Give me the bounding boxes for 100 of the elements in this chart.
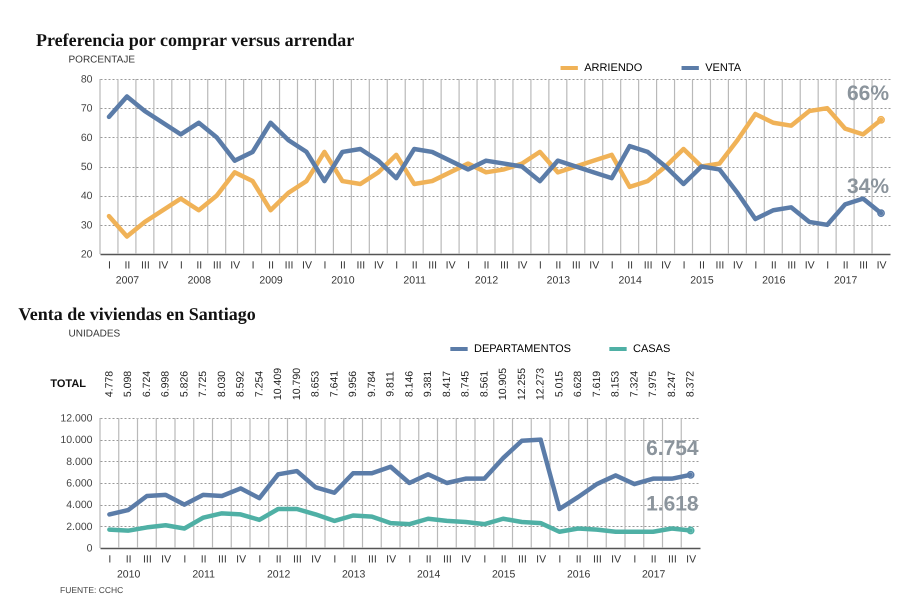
legend-label: CASAS	[633, 343, 670, 355]
x-tick-label: III	[212, 260, 222, 272]
y-tick-label: 4.000	[66, 499, 93, 512]
x-tick-label: I	[633, 554, 636, 566]
x-tick-label: I	[252, 260, 255, 272]
text: 6.998	[160, 370, 172, 398]
text: 7.254	[253, 370, 266, 398]
text: 8.561	[478, 370, 490, 398]
y-axis-title: UNIDADES	[68, 328, 121, 340]
text: 10.905	[497, 368, 510, 400]
x-tick-label: II 2014	[416, 554, 440, 580]
x-tick-label: I	[610, 260, 614, 272]
text: 7.641	[328, 370, 340, 398]
x-tick-label: IV	[158, 260, 168, 272]
x-tick-label: III	[716, 260, 724, 272]
x-tick-label: II 2010	[331, 260, 355, 286]
text: TOTAL	[50, 378, 86, 390]
x-tick-label: III	[500, 260, 509, 272]
x-tick-label: IV	[876, 260, 886, 272]
x-tick-label: III	[442, 554, 452, 566]
text: 5.826	[178, 370, 190, 398]
x-tick-label: I	[323, 260, 326, 272]
chart-title: Venta de viviendas en Santiago	[18, 304, 256, 324]
text: 12.273	[534, 368, 547, 400]
x-tick-label: I	[183, 554, 186, 566]
x-tick-label: II 2011	[403, 260, 426, 286]
text: 8.653	[310, 370, 322, 398]
x-tick-label: I	[180, 260, 183, 272]
x-tick-label: III	[644, 260, 652, 272]
x-tick-label: I	[408, 554, 412, 566]
x-tick-label: III	[518, 554, 527, 566]
x-tick-label: II 2007	[116, 260, 140, 286]
x-tick-label: IV	[536, 554, 546, 566]
x-tick-label: II 2011	[192, 554, 216, 580]
x-tick-label: II 2015	[690, 260, 714, 286]
text: 9.811	[384, 371, 397, 397]
text: 10.790	[290, 368, 303, 400]
x-tick-label: III	[218, 554, 227, 566]
x-tick-label: I	[754, 260, 758, 272]
text: 6.724	[140, 370, 153, 398]
text: 8.146	[403, 370, 416, 398]
x-tick-label: III	[428, 260, 438, 272]
text: 10.409	[272, 368, 284, 400]
y-tick-label: 70	[80, 102, 93, 115]
x-tick-label: III	[292, 554, 302, 566]
x-tick-label: I	[395, 260, 398, 272]
text: 8.417	[440, 370, 453, 398]
y-tick-label: 60	[80, 132, 93, 144]
x-tick-label: II 2012	[266, 554, 290, 580]
x-tick-label: II 2014	[618, 260, 642, 286]
x-tick-label: III	[592, 554, 602, 566]
x-tick-label: III	[284, 260, 294, 272]
text: 5.015	[553, 370, 566, 398]
y-tick-label: 30	[80, 219, 93, 232]
x-tick-label: III	[368, 554, 377, 566]
text: 9.784	[366, 370, 378, 398]
x-tick-label: IV	[611, 554, 622, 566]
y-tick-label: 12.000	[60, 412, 93, 424]
x-tick-label: II 2016	[566, 554, 590, 580]
x-tick-label: I	[682, 260, 686, 272]
x-tick-label: II 2017	[642, 554, 666, 580]
text: 12.255	[516, 368, 528, 400]
x-tick-label: III	[572, 260, 581, 272]
y-tick-label: 80	[80, 74, 93, 86]
legend-label: VENTA	[705, 62, 742, 74]
x-tick-label: I	[483, 554, 486, 566]
x-tick-label: I	[258, 554, 262, 566]
x-tick-label: III	[356, 260, 366, 272]
y-tick-label: 2.000	[66, 520, 93, 533]
x-tick-label: I	[538, 260, 542, 272]
x-tick-label: I	[826, 260, 830, 272]
x-tick-label: I	[108, 554, 112, 566]
x-tick-label: II 2009	[259, 260, 283, 286]
text: 8.372	[684, 370, 697, 398]
x-tick-label: IV	[302, 260, 312, 272]
y-tick-label: 0	[86, 542, 93, 554]
text: 9.956	[347, 370, 360, 398]
x-tick-label: IV	[589, 260, 600, 272]
legend-label: DEPARTAMENTOS	[474, 343, 571, 355]
source-note: FUENTE: CCHC	[60, 585, 124, 595]
x-tick-label: IV	[374, 260, 384, 272]
y-tick-label: 8.000	[66, 456, 93, 468]
x-tick-label: II 2013	[546, 260, 570, 286]
x-tick-label: IV	[517, 260, 528, 272]
x-tick-label: II 2008	[188, 260, 212, 286]
x-tick-label: I	[558, 554, 562, 566]
text: 8.592	[234, 370, 247, 398]
y-tick-label: 10.000	[60, 434, 93, 446]
y-tick-label: 50	[80, 161, 93, 173]
y-axis-title: PORCENTAJE	[68, 54, 136, 66]
text: 9.381	[422, 370, 434, 398]
x-tick-label: IV	[311, 554, 322, 566]
legend-label: ARRIENDO	[584, 62, 643, 74]
text: 8.153	[610, 370, 622, 398]
text: 8.745	[460, 370, 472, 398]
text: 6.628	[572, 370, 584, 398]
x-tick-label: IV	[661, 260, 672, 272]
x-tick-label: III	[668, 554, 677, 566]
x-tick-label: II 2010	[116, 554, 140, 580]
x-tick-label: I	[467, 260, 470, 272]
